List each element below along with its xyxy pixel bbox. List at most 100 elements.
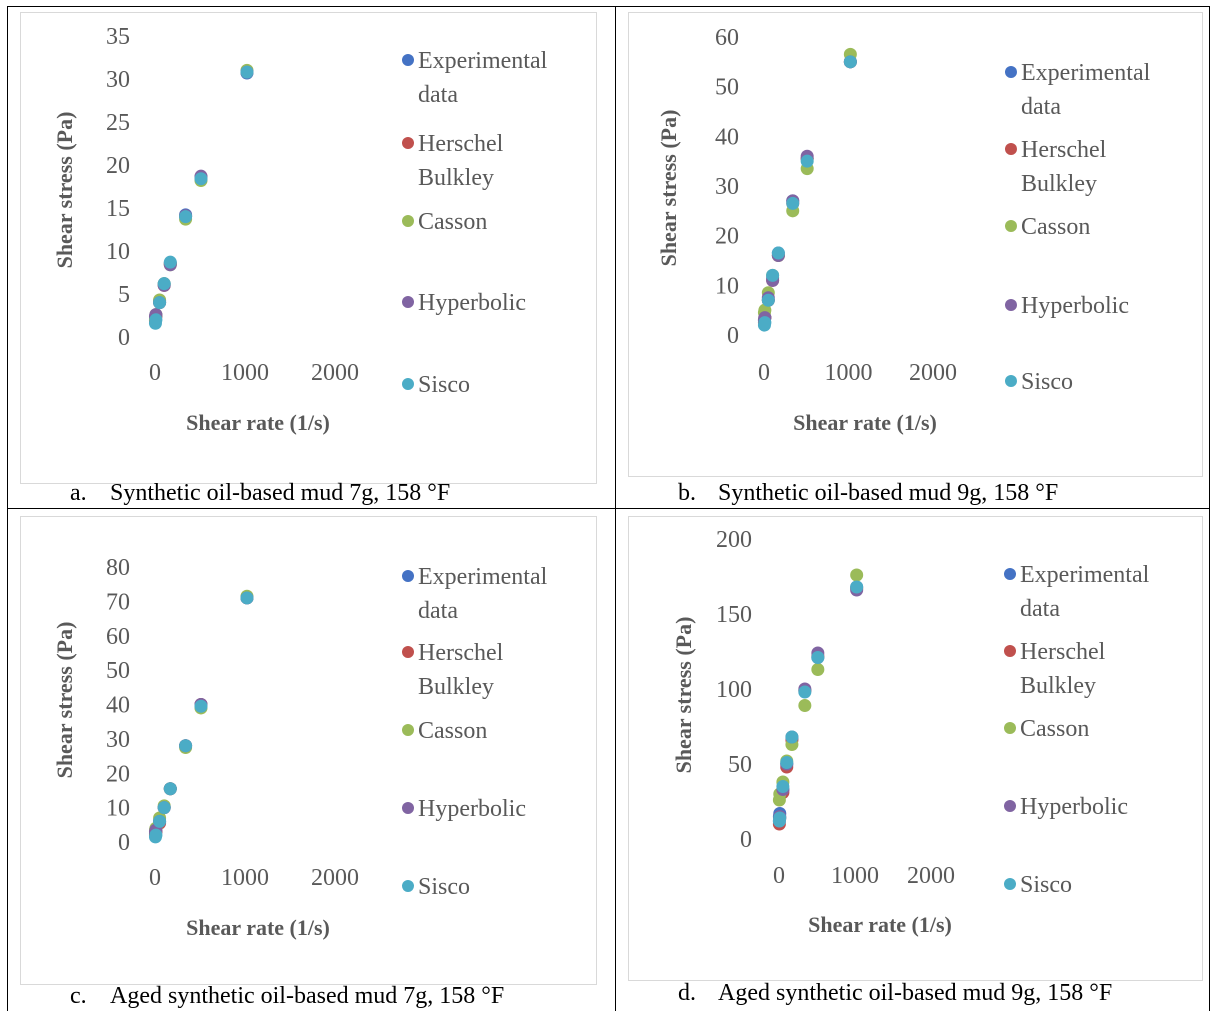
legend-label: Hyperbolic: [1020, 794, 1128, 820]
legend-label: data: [1020, 596, 1060, 622]
chart-panel-a: 0 5 10 15 20 25 30 35 0 1000 2000 Shear rate (1/s) S…: [0, 0, 615, 508]
legend-label: Casson: [1021, 214, 1090, 240]
x-axis-label: Shear rate (1/s): [186, 915, 330, 940]
y-tick-label: 5: [118, 282, 130, 308]
legend-marker: [402, 570, 414, 582]
y-tick-label: 60: [106, 624, 130, 650]
scatter-chart-c: 0 10 20 30 40 50 60 70 80 0 1000 2000 Shear rate (1/…: [52, 555, 548, 940]
x-tick-label: 2000: [311, 360, 359, 386]
y-tick-label: 60: [715, 25, 739, 51]
y-tick-label: 30: [106, 727, 130, 753]
x-tick-label: 0: [758, 360, 770, 386]
chart-panel-b: 0 10 20 30 40 50 60 0 1000 2000 Shear rate (1/s) Sh…: [615, 0, 1213, 508]
data-point: [773, 811, 787, 825]
legend-label: Sisco: [1021, 369, 1073, 395]
legend-marker: [1005, 66, 1017, 78]
legend-label: Herschel: [1020, 639, 1106, 665]
series-herschel-bulkley: [757, 55, 857, 330]
legend-marker: [402, 724, 414, 736]
chart-panel-d: 0 50 100 150 200 0 1000 2000 Shear rate (1/s) She…: [615, 508, 1213, 1011]
y-tick-label: 0: [740, 827, 752, 853]
legend-marker: [402, 880, 414, 892]
scatter-chart-b: 0 10 20 30 40 50 60 0 1000 2000 Shear rate (1/s) Sh…: [656, 25, 1151, 435]
caption-a: a. Synthetic oil-based mud 7g, 158 °F: [70, 480, 450, 507]
data-point: [843, 55, 857, 69]
legend-marker: [402, 296, 414, 308]
legend-marker: [1004, 645, 1016, 657]
caption-b: b. Synthetic oil-based mud 9g, 158 °F: [678, 480, 1058, 507]
legend-marker: [402, 378, 414, 390]
legend-label: Herschel: [418, 131, 504, 157]
legend-label: Bulkley: [418, 674, 494, 700]
series-casson: [148, 589, 254, 837]
series-sisco: [772, 580, 864, 828]
x-tick-label: 1000: [221, 360, 269, 386]
data-point: [780, 756, 794, 769]
y-tick-label: 0: [727, 323, 739, 349]
legend-label: Hyperbolic: [418, 290, 526, 316]
y-tick-label: 20: [106, 153, 130, 179]
x-axis-label: Shear rate (1/s): [186, 410, 330, 435]
caption-text: Aged synthetic oil-based mud 9g, 158 °F: [718, 980, 1113, 1006]
data-point: [785, 730, 799, 744]
data-point: [786, 196, 800, 210]
legend-label: Experimental: [1021, 60, 1151, 86]
caption-d: d. Aged synthetic oil-based mud 9g, 158 °…: [678, 980, 1112, 1007]
legend-label: Experimental: [418, 48, 548, 74]
y-tick-label: 50: [728, 752, 752, 778]
data-point: [811, 651, 825, 664]
legend-label: Sisco: [418, 874, 470, 900]
y-tick-label: 150: [716, 602, 752, 628]
legend-label: Hyperbolic: [418, 796, 526, 822]
grid-border: [7, 6, 1209, 7]
legend-marker: [402, 646, 414, 658]
y-tick-label: 0: [118, 325, 130, 351]
y-tick-label: 20: [715, 224, 739, 250]
chart-frame: [628, 12, 1203, 477]
x-tick-label: 1000: [825, 360, 873, 386]
y-tick-label: 80: [106, 555, 130, 581]
series-sisco: [148, 65, 254, 330]
y-tick-label: 30: [715, 174, 739, 200]
legend-label: data: [418, 598, 458, 624]
y-axis-label: Shear stress (Pa): [52, 622, 77, 779]
y-tick-label: 10: [715, 273, 739, 299]
y-tick-label: 50: [106, 658, 130, 684]
data-point: [771, 246, 785, 260]
legend-marker: [1005, 220, 1017, 232]
data-point: [179, 210, 193, 224]
legend-marker: [1005, 143, 1017, 155]
y-tick-label: 10: [106, 239, 130, 265]
data-point: [163, 255, 177, 269]
grid-border: [7, 508, 1209, 509]
x-axis-label: Shear rate (1/s): [793, 410, 937, 435]
legend-label: data: [1021, 94, 1061, 120]
data-point: [850, 580, 864, 594]
grid-border: [1209, 6, 1210, 1011]
x-axis-label: Shear rate (1/s): [808, 912, 952, 937]
data-point: [850, 568, 864, 582]
y-tick-label: 35: [106, 24, 130, 50]
legend-marker: [1005, 375, 1017, 387]
legend-marker: [1004, 878, 1016, 890]
data-point: [153, 814, 167, 828]
y-axis-label: Shear stress (Pa): [671, 617, 696, 774]
data-point: [240, 591, 254, 605]
data-point: [800, 154, 814, 168]
caption-letter: b.: [678, 480, 696, 506]
caption-text: Synthetic oil-based mud 9g, 158 °F: [718, 480, 1059, 506]
x-tick-label: 1000: [221, 865, 269, 891]
data-point: [761, 293, 775, 307]
y-tick-label: 15: [106, 196, 130, 222]
legend-label: data: [418, 82, 458, 108]
y-tick-label: 25: [106, 110, 130, 136]
chart-frame: [20, 516, 597, 985]
x-tick-label: 0: [149, 865, 161, 891]
legend-label: Hyperbolic: [1021, 293, 1129, 319]
series-sisco: [148, 591, 254, 844]
data-point: [240, 65, 254, 79]
y-tick-label: 70: [106, 589, 130, 615]
data-point: [798, 685, 812, 699]
caption-letter: d.: [678, 980, 696, 1006]
